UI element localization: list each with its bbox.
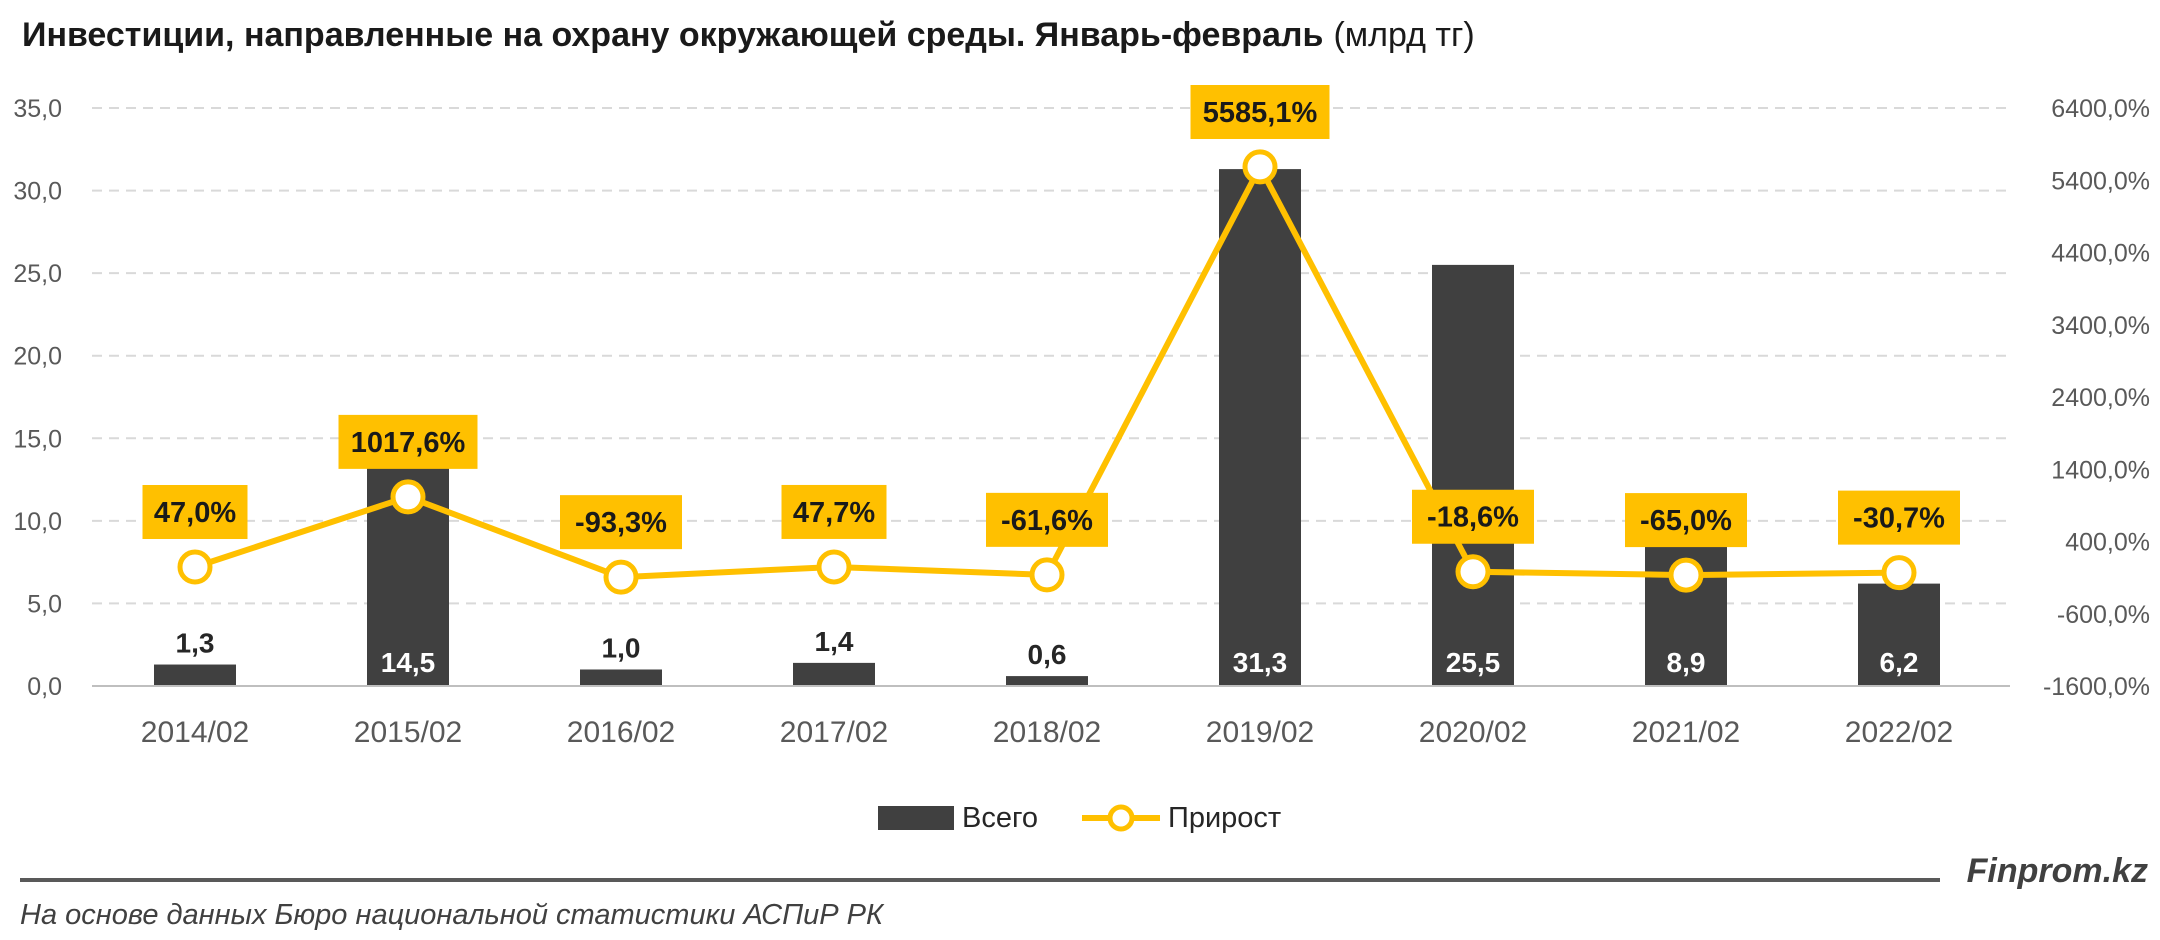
- bar-value-label: 14,5: [381, 647, 436, 678]
- growth-marker-2017/02: [816, 549, 852, 585]
- bar-2016/02: [580, 669, 662, 686]
- chart-title-unit: (млрд тг): [1333, 16, 1474, 54]
- growth-label-text: 47,7%: [793, 497, 875, 529]
- left-tick-label: 10,0: [13, 508, 62, 536]
- growth-marker-2020/02: [1455, 554, 1491, 590]
- growth-label-box: [1190, 85, 1330, 139]
- left-tick-label: 0,0: [27, 673, 62, 701]
- growth-label-text: 47,0%: [154, 497, 236, 529]
- x-tick-label: 2015/02: [354, 716, 462, 749]
- right-tick-label: 2400,0%: [2051, 384, 2150, 412]
- growth-marker-2014/02: [177, 549, 213, 585]
- growth-label-box: [1838, 490, 1960, 545]
- legend-swatch-total: [878, 806, 954, 830]
- left-tick-label: 25,0: [13, 260, 62, 288]
- bar-value-label: 0,6: [1028, 639, 1067, 670]
- growth-label-text: 5585,1%: [1203, 97, 1318, 129]
- right-axis: -1600,0% -600,0% 400,0% 1400,0% 2400,0% 3400,…: [2043, 95, 2150, 701]
- growth-label-box: [338, 414, 478, 469]
- growth-label-text: -61,6%: [1001, 505, 1093, 537]
- left-tick-label: 35,0: [13, 95, 62, 123]
- x-tick-label: 2021/02: [1632, 716, 1740, 749]
- growth-label-text: -93,3%: [575, 507, 667, 539]
- right-tick-label: 4400,0%: [2051, 240, 2150, 268]
- x-tick-label: 2019/02: [1206, 716, 1314, 749]
- growth-labels: 47,0% 1017,6% -93,3% 47,7% -61,6% 5585,1% -18,…: [142, 85, 1960, 550]
- bar-2017/02: [793, 662, 875, 686]
- left-axis: 0,0 5,0 10,0 15,0 20,0 25,0 30,0 35,0: [13, 95, 62, 701]
- growth-marker-2016/02: [603, 559, 639, 595]
- footer-source: На основе данных Бюро национальной стати…: [20, 899, 885, 931]
- right-tick-label: 5400,0%: [2051, 167, 2150, 195]
- right-tick-label: 400,0%: [2065, 529, 2150, 557]
- left-tick-label: 20,0: [13, 343, 62, 371]
- growth-label-text: -18,6%: [1427, 502, 1519, 534]
- left-tick-label: 30,0: [13, 178, 62, 206]
- x-tick-label: 2017/02: [780, 716, 888, 749]
- growth-label-box: [142, 485, 248, 540]
- growth-label-box: [781, 484, 887, 539]
- growth-label-text: 1017,6%: [351, 427, 466, 459]
- chart-title: Инвестиции, направленные на охрану окруж…: [22, 16, 1475, 54]
- legend: Всего Прирост: [878, 802, 1281, 834]
- bar-labels: 1,3 14,5 1,0 1,4 0,6 31,3 25,5 8,9 6,2: [176, 626, 1919, 678]
- bar-2022/02: [1858, 583, 1940, 686]
- legend-label-total: Всего: [962, 802, 1038, 834]
- bar-value-label: 8,9: [1667, 647, 1706, 678]
- growth-marker-2015/02: [390, 479, 426, 515]
- bar-value-label: 25,5: [1446, 647, 1501, 678]
- growth-label-box: [560, 495, 682, 550]
- x-tick-label: 2018/02: [993, 716, 1101, 749]
- bar-value-label: 6,2: [1880, 647, 1919, 678]
- chart-title-main: Инвестиции, направленные на охрану окруж…: [22, 16, 1323, 54]
- x-axis: 2014/02 2015/02 2016/02 2017/02 2018/02 2019/…: [92, 685, 2010, 749]
- x-tick-label: 2020/02: [1419, 716, 1527, 749]
- bars: [154, 169, 1940, 687]
- growth-label-box: [986, 492, 1108, 547]
- growth-label-box: [1625, 493, 1747, 548]
- bar-2014/02: [154, 664, 236, 686]
- growth-marker-2018/02: [1029, 557, 1065, 593]
- growth-line: [177, 149, 1917, 595]
- left-tick-label: 5,0: [27, 590, 62, 618]
- footer-brand: Finprom.kz: [1967, 852, 2148, 890]
- right-tick-label: 6400,0%: [2051, 95, 2150, 123]
- growth-marker-2022/02: [1881, 555, 1917, 591]
- right-tick-label: 1400,0%: [2051, 456, 2150, 484]
- bar-value-label: 1,3: [176, 628, 215, 659]
- x-tick-label: 2014/02: [141, 716, 249, 749]
- growth-label-box: [1412, 489, 1534, 544]
- x-tick-label: 2016/02: [567, 716, 675, 749]
- x-tick-label: 2022/02: [1845, 716, 1953, 749]
- growth-label-text: -30,7%: [1853, 503, 1945, 535]
- bar-value-label: 1,4: [815, 626, 854, 657]
- bar-2019/02: [1219, 169, 1301, 687]
- right-tick-label: -1600,0%: [2043, 673, 2150, 701]
- right-tick-label: 3400,0%: [2051, 312, 2150, 340]
- bar-2020/02: [1432, 264, 1514, 686]
- growth-marker-2021/02: [1668, 557, 1704, 593]
- growth-marker-2019/02: [1242, 149, 1278, 185]
- growth-label-text: -65,0%: [1640, 505, 1732, 537]
- bar-value-label: 1,0: [602, 632, 641, 663]
- left-tick-label: 15,0: [13, 425, 62, 453]
- bar-2018/02: [1006, 676, 1088, 686]
- legend-swatch-growth-marker: [1107, 804, 1135, 832]
- legend-label-growth: Прирост: [1168, 802, 1281, 834]
- bar-value-label: 31,3: [1233, 647, 1288, 678]
- right-tick-label: -600,0%: [2057, 601, 2150, 629]
